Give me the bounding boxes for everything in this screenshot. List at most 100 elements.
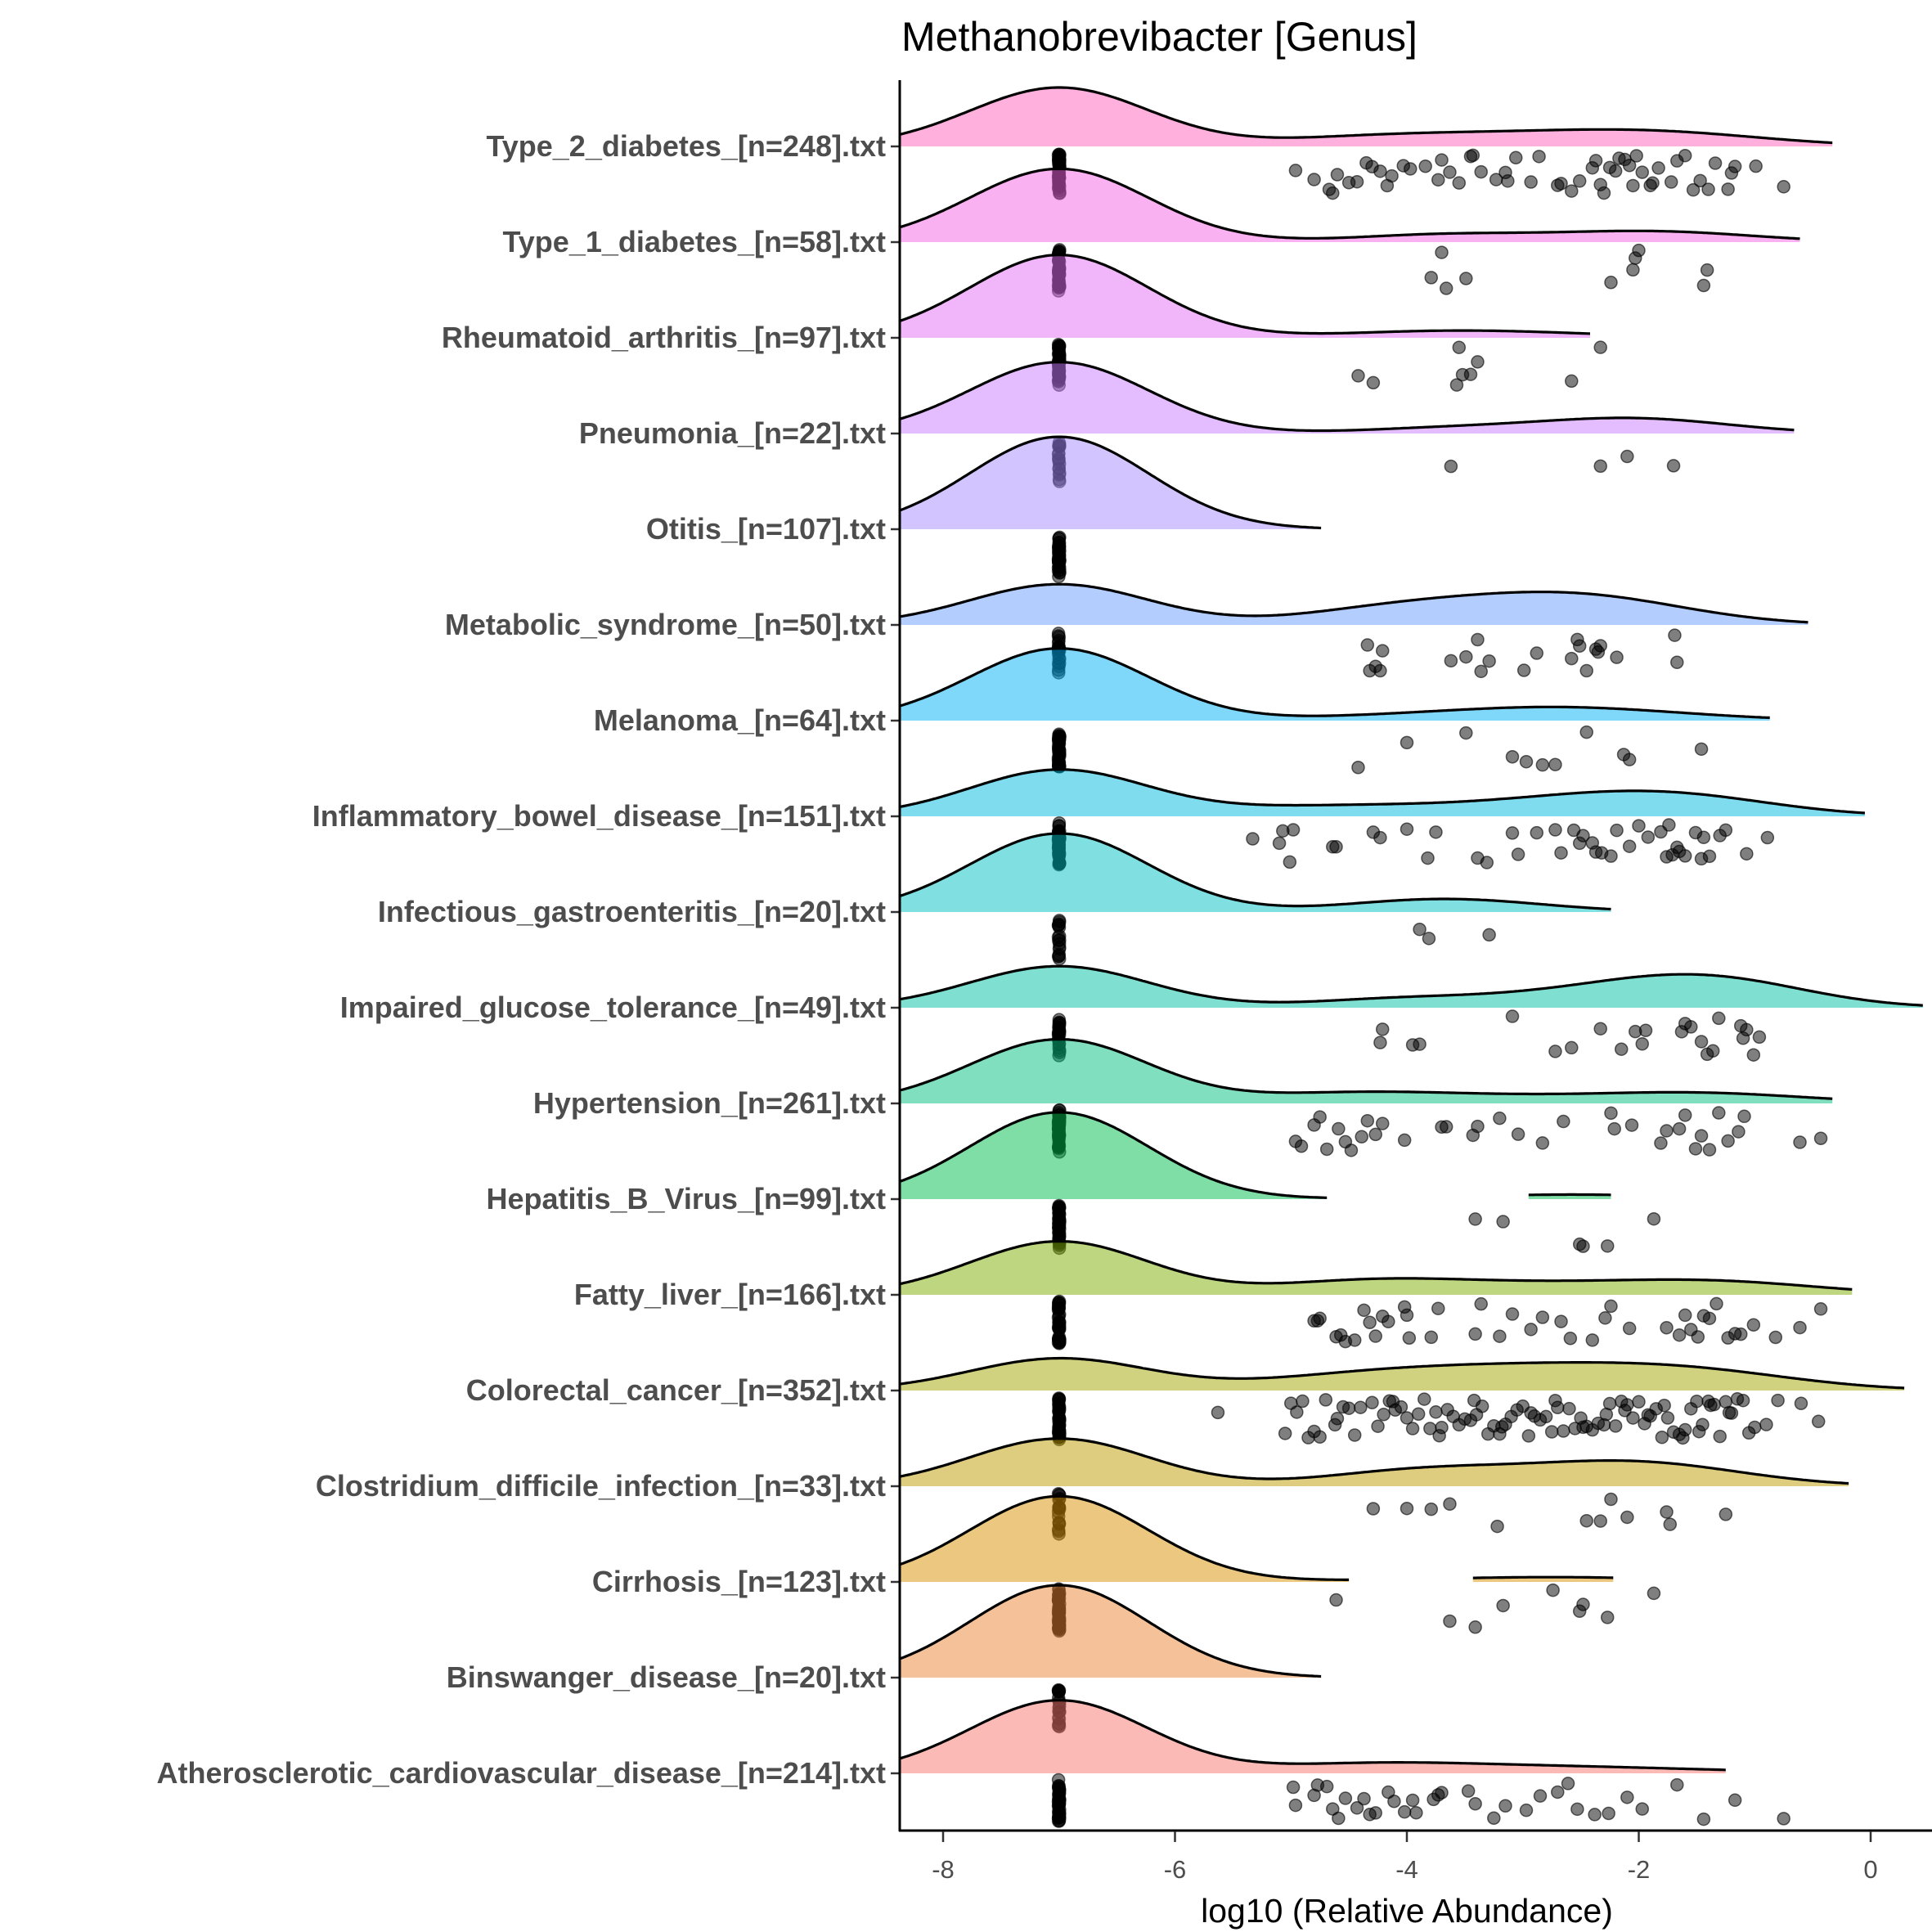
data-point bbox=[1670, 655, 1684, 669]
data-point bbox=[1332, 1811, 1346, 1826]
density-curve bbox=[900, 435, 1322, 530]
data-point bbox=[1519, 754, 1534, 769]
data-point bbox=[1740, 847, 1754, 861]
data-point bbox=[1655, 1430, 1669, 1445]
data-point bbox=[1607, 1121, 1621, 1136]
data-point bbox=[1777, 180, 1790, 194]
data-point bbox=[1600, 1611, 1615, 1624]
data-point bbox=[1278, 1427, 1292, 1440]
data-point bbox=[1579, 663, 1593, 678]
data-point bbox=[1344, 1143, 1359, 1157]
data-point bbox=[1496, 1215, 1510, 1229]
data-point bbox=[1554, 177, 1568, 191]
density-curve bbox=[900, 1494, 1350, 1581]
data-point bbox=[1654, 1136, 1668, 1150]
data-point bbox=[1443, 165, 1457, 179]
data-point bbox=[1435, 1786, 1449, 1799]
data-point bbox=[1647, 1211, 1661, 1226]
data-point bbox=[1354, 1400, 1368, 1414]
data-point bbox=[1319, 1142, 1334, 1157]
data-point bbox=[1813, 1131, 1828, 1145]
data-point bbox=[1449, 378, 1464, 392]
data-point bbox=[1338, 1791, 1353, 1805]
data-point bbox=[1493, 1111, 1507, 1126]
data-point bbox=[1487, 1811, 1501, 1825]
data-point bbox=[1544, 1425, 1559, 1439]
data-point bbox=[1691, 1330, 1705, 1344]
data-point bbox=[1351, 369, 1365, 383]
group-row bbox=[900, 254, 1607, 393]
data-point bbox=[1548, 757, 1562, 771]
data-point bbox=[1604, 849, 1618, 863]
data-point bbox=[1516, 663, 1531, 677]
y-tick-label: Melanoma_[n=64].txt bbox=[594, 703, 886, 737]
data-point bbox=[1490, 1519, 1504, 1534]
data-point bbox=[1459, 649, 1473, 664]
density-curve bbox=[900, 1437, 1849, 1485]
data-point bbox=[1439, 281, 1453, 295]
data-point-zero bbox=[1051, 1684, 1066, 1698]
data-point bbox=[1610, 650, 1624, 664]
data-point bbox=[1405, 1793, 1420, 1808]
data-point bbox=[1702, 849, 1717, 864]
data-point bbox=[1565, 651, 1579, 666]
data-point bbox=[1385, 168, 1399, 183]
data-point bbox=[1424, 1502, 1439, 1516]
data-point bbox=[1382, 1314, 1395, 1328]
data-point bbox=[1604, 276, 1618, 290]
data-point bbox=[1429, 1405, 1443, 1419]
data-point bbox=[1777, 1812, 1790, 1826]
data-point bbox=[1759, 1418, 1773, 1431]
data-point bbox=[1811, 1414, 1826, 1429]
density-curve bbox=[900, 832, 1611, 911]
data-point bbox=[1622, 1321, 1637, 1336]
data-point bbox=[1693, 173, 1707, 188]
data-point bbox=[1670, 1777, 1684, 1792]
data-point bbox=[1400, 1501, 1414, 1516]
data-point bbox=[1452, 340, 1467, 354]
data-point bbox=[1624, 1118, 1639, 1132]
data-point bbox=[1394, 1400, 1409, 1414]
group-row bbox=[900, 86, 1833, 200]
data-point bbox=[1593, 340, 1607, 354]
data-point bbox=[1351, 760, 1365, 775]
data-point bbox=[1694, 1035, 1709, 1049]
data-point bbox=[1576, 1239, 1590, 1253]
data-point bbox=[1557, 1114, 1570, 1129]
data-point bbox=[1696, 1812, 1711, 1826]
y-tick-label: Fatty_liver_[n=166].txt bbox=[574, 1278, 886, 1311]
data-point bbox=[1561, 1777, 1575, 1790]
data-point bbox=[1400, 822, 1414, 836]
y-tick-label: Impaired_glucose_tolerance_[n=49].txt bbox=[340, 991, 886, 1024]
data-point bbox=[1597, 186, 1611, 200]
density-curve bbox=[900, 167, 1800, 240]
data-point bbox=[1672, 1121, 1687, 1136]
data-point bbox=[1557, 1424, 1570, 1438]
density-curve bbox=[900, 647, 1770, 720]
data-point bbox=[1565, 1040, 1579, 1055]
data-point bbox=[1721, 182, 1735, 196]
data-point-zero bbox=[1052, 1017, 1067, 1031]
data-point bbox=[1608, 1419, 1623, 1433]
data-point bbox=[1532, 150, 1546, 164]
data-point bbox=[1794, 1396, 1808, 1411]
data-point bbox=[1641, 830, 1656, 844]
density-fill bbox=[900, 1358, 1905, 1391]
data-point bbox=[1684, 1020, 1698, 1034]
data-point bbox=[1455, 367, 1470, 382]
data-point bbox=[1608, 164, 1623, 178]
data-point bbox=[1728, 1793, 1742, 1808]
data-point bbox=[1593, 1022, 1607, 1036]
data-point-zero bbox=[1053, 1215, 1067, 1229]
group-row bbox=[900, 1356, 1905, 1447]
data-point bbox=[1313, 1430, 1327, 1444]
density-curve bbox=[900, 582, 1808, 624]
data-point bbox=[1579, 1513, 1593, 1528]
density-curve bbox=[900, 1240, 1853, 1291]
data-point bbox=[1375, 1022, 1390, 1036]
data-point-zero bbox=[1052, 1809, 1067, 1824]
density-fill bbox=[900, 1585, 1322, 1678]
chart-title: Methanobrevibacter [Genus] bbox=[901, 14, 1418, 60]
data-point bbox=[1443, 1497, 1457, 1511]
data-point bbox=[1565, 374, 1579, 389]
